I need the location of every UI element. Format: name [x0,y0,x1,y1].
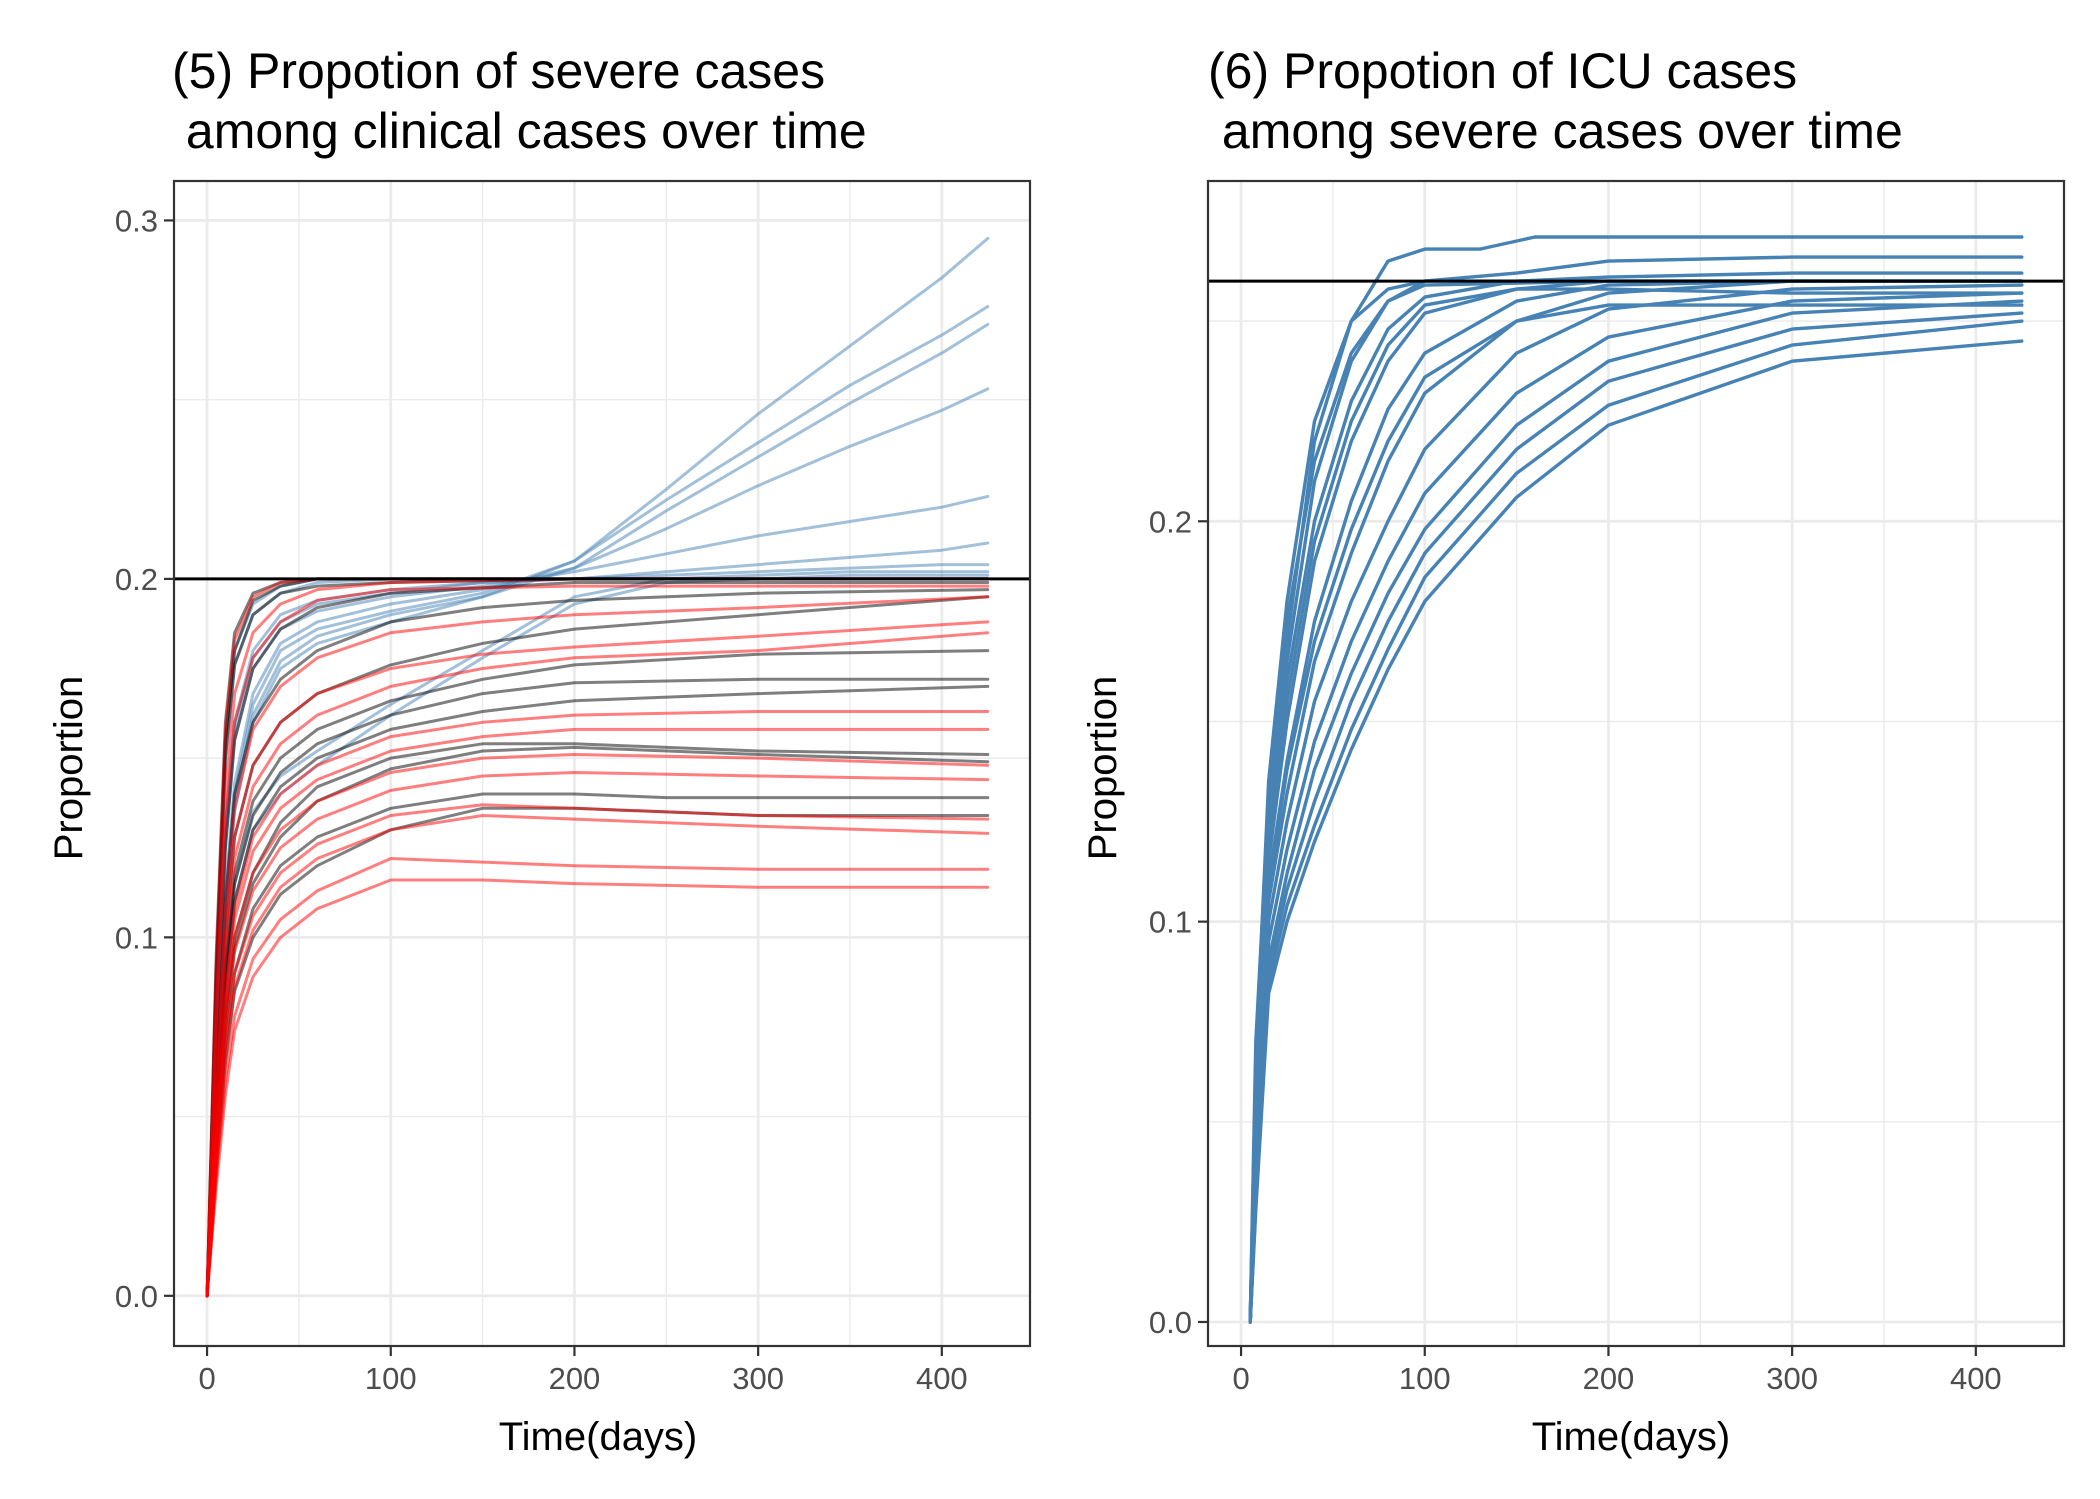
series-line-blue [1248,319,2024,1324]
series-line-blue [1248,283,2024,1324]
chart-title-line1: (5) Propotion of severe cases [172,43,825,99]
chart-panel-6: (6) Propotion of ICU cases among severe … [1081,43,2066,1459]
chart-title-line1: (6) Propotion of ICU cases [1208,43,1797,99]
x-axis-ticks: 0 100 200 300 400 [1232,1346,2002,1396]
series-line-red [205,584,990,1298]
x-tick-label: 100 [1399,1361,1451,1396]
series-line-black [205,595,990,1298]
series-line-blue [1248,287,2024,1324]
x-tick-label: 0 [198,1361,215,1396]
x-axis-ticks: 0 100 200 300 400 [198,1346,968,1396]
plot-series [205,236,990,1298]
series-line-red [205,878,990,1298]
chart-title-line2: among clinical cases over time [172,103,867,159]
chart-title-line2: among severe cases over time [1208,103,1903,159]
series-line-black [205,742,990,1298]
series-line-red [205,620,990,1298]
series-line-red [205,631,990,1298]
chart-panel-5: (5) Propotion of severe cases among clin… [47,43,1032,1459]
x-axis-label: Time(days) [499,1415,698,1459]
x-tick-label: 300 [1766,1361,1818,1396]
x-tick-label: 300 [732,1361,784,1396]
series-line-red [205,814,990,1298]
y-tick-label: 0.0 [1149,1305,1192,1340]
y-tick-label: 0.1 [115,920,158,955]
series-line-red [205,771,990,1298]
series-line-red [205,857,990,1298]
y-axis-ticks: 0.0 0.1 0.2 [1149,504,1208,1340]
y-axis-label: Proportion [1081,676,1125,861]
y-axis-ticks: 0.0 0.1 0.2 0.3 [115,203,174,1314]
series-line-blue [1248,291,2024,1324]
series-line-red [205,803,990,1298]
series-line-blue [1248,235,2024,1324]
series-line-blue [1248,303,2024,1324]
y-tick-label: 0.1 [1149,905,1192,940]
series-line-blue [1248,339,2024,1324]
series-line-blue [1248,279,2024,1324]
series-line-blue [1248,279,2024,1324]
x-tick-label: 200 [1583,1361,1635,1396]
plot-border [1206,179,2066,1348]
x-tick-label: 100 [365,1361,417,1396]
series-line-black [205,806,990,1298]
plot-border [172,179,1032,1348]
series-line-blue [205,563,990,1298]
series-line-blue [205,305,990,1298]
x-tick-label: 400 [1950,1361,2002,1396]
x-tick-label: 400 [916,1361,968,1396]
series-line-blue [205,236,990,1298]
series-line-blue [1248,279,2024,1324]
series-line-blue [1248,271,2024,1324]
plot-series [1248,235,2024,1324]
x-tick-label: 0 [1232,1361,1249,1396]
y-tick-label: 0.3 [115,203,158,238]
series-line-red [205,595,990,1298]
series-line-blue [1248,279,2024,1324]
y-tick-label: 0.0 [115,1279,158,1314]
panel-border [172,179,1032,1348]
series-line-blue [1248,279,2024,1324]
series-line-blue [205,494,990,1298]
x-axis-label: Time(days) [1532,1415,1731,1459]
y-tick-label: 0.2 [115,562,158,597]
plot-grid [1208,181,2064,1346]
series-line-blue [1248,299,2024,1324]
panel-border [1206,179,2066,1348]
series-line-black [205,588,990,1298]
y-tick-label: 0.2 [1149,504,1192,539]
y-axis-label: Proportion [47,676,91,861]
x-tick-label: 200 [549,1361,601,1396]
